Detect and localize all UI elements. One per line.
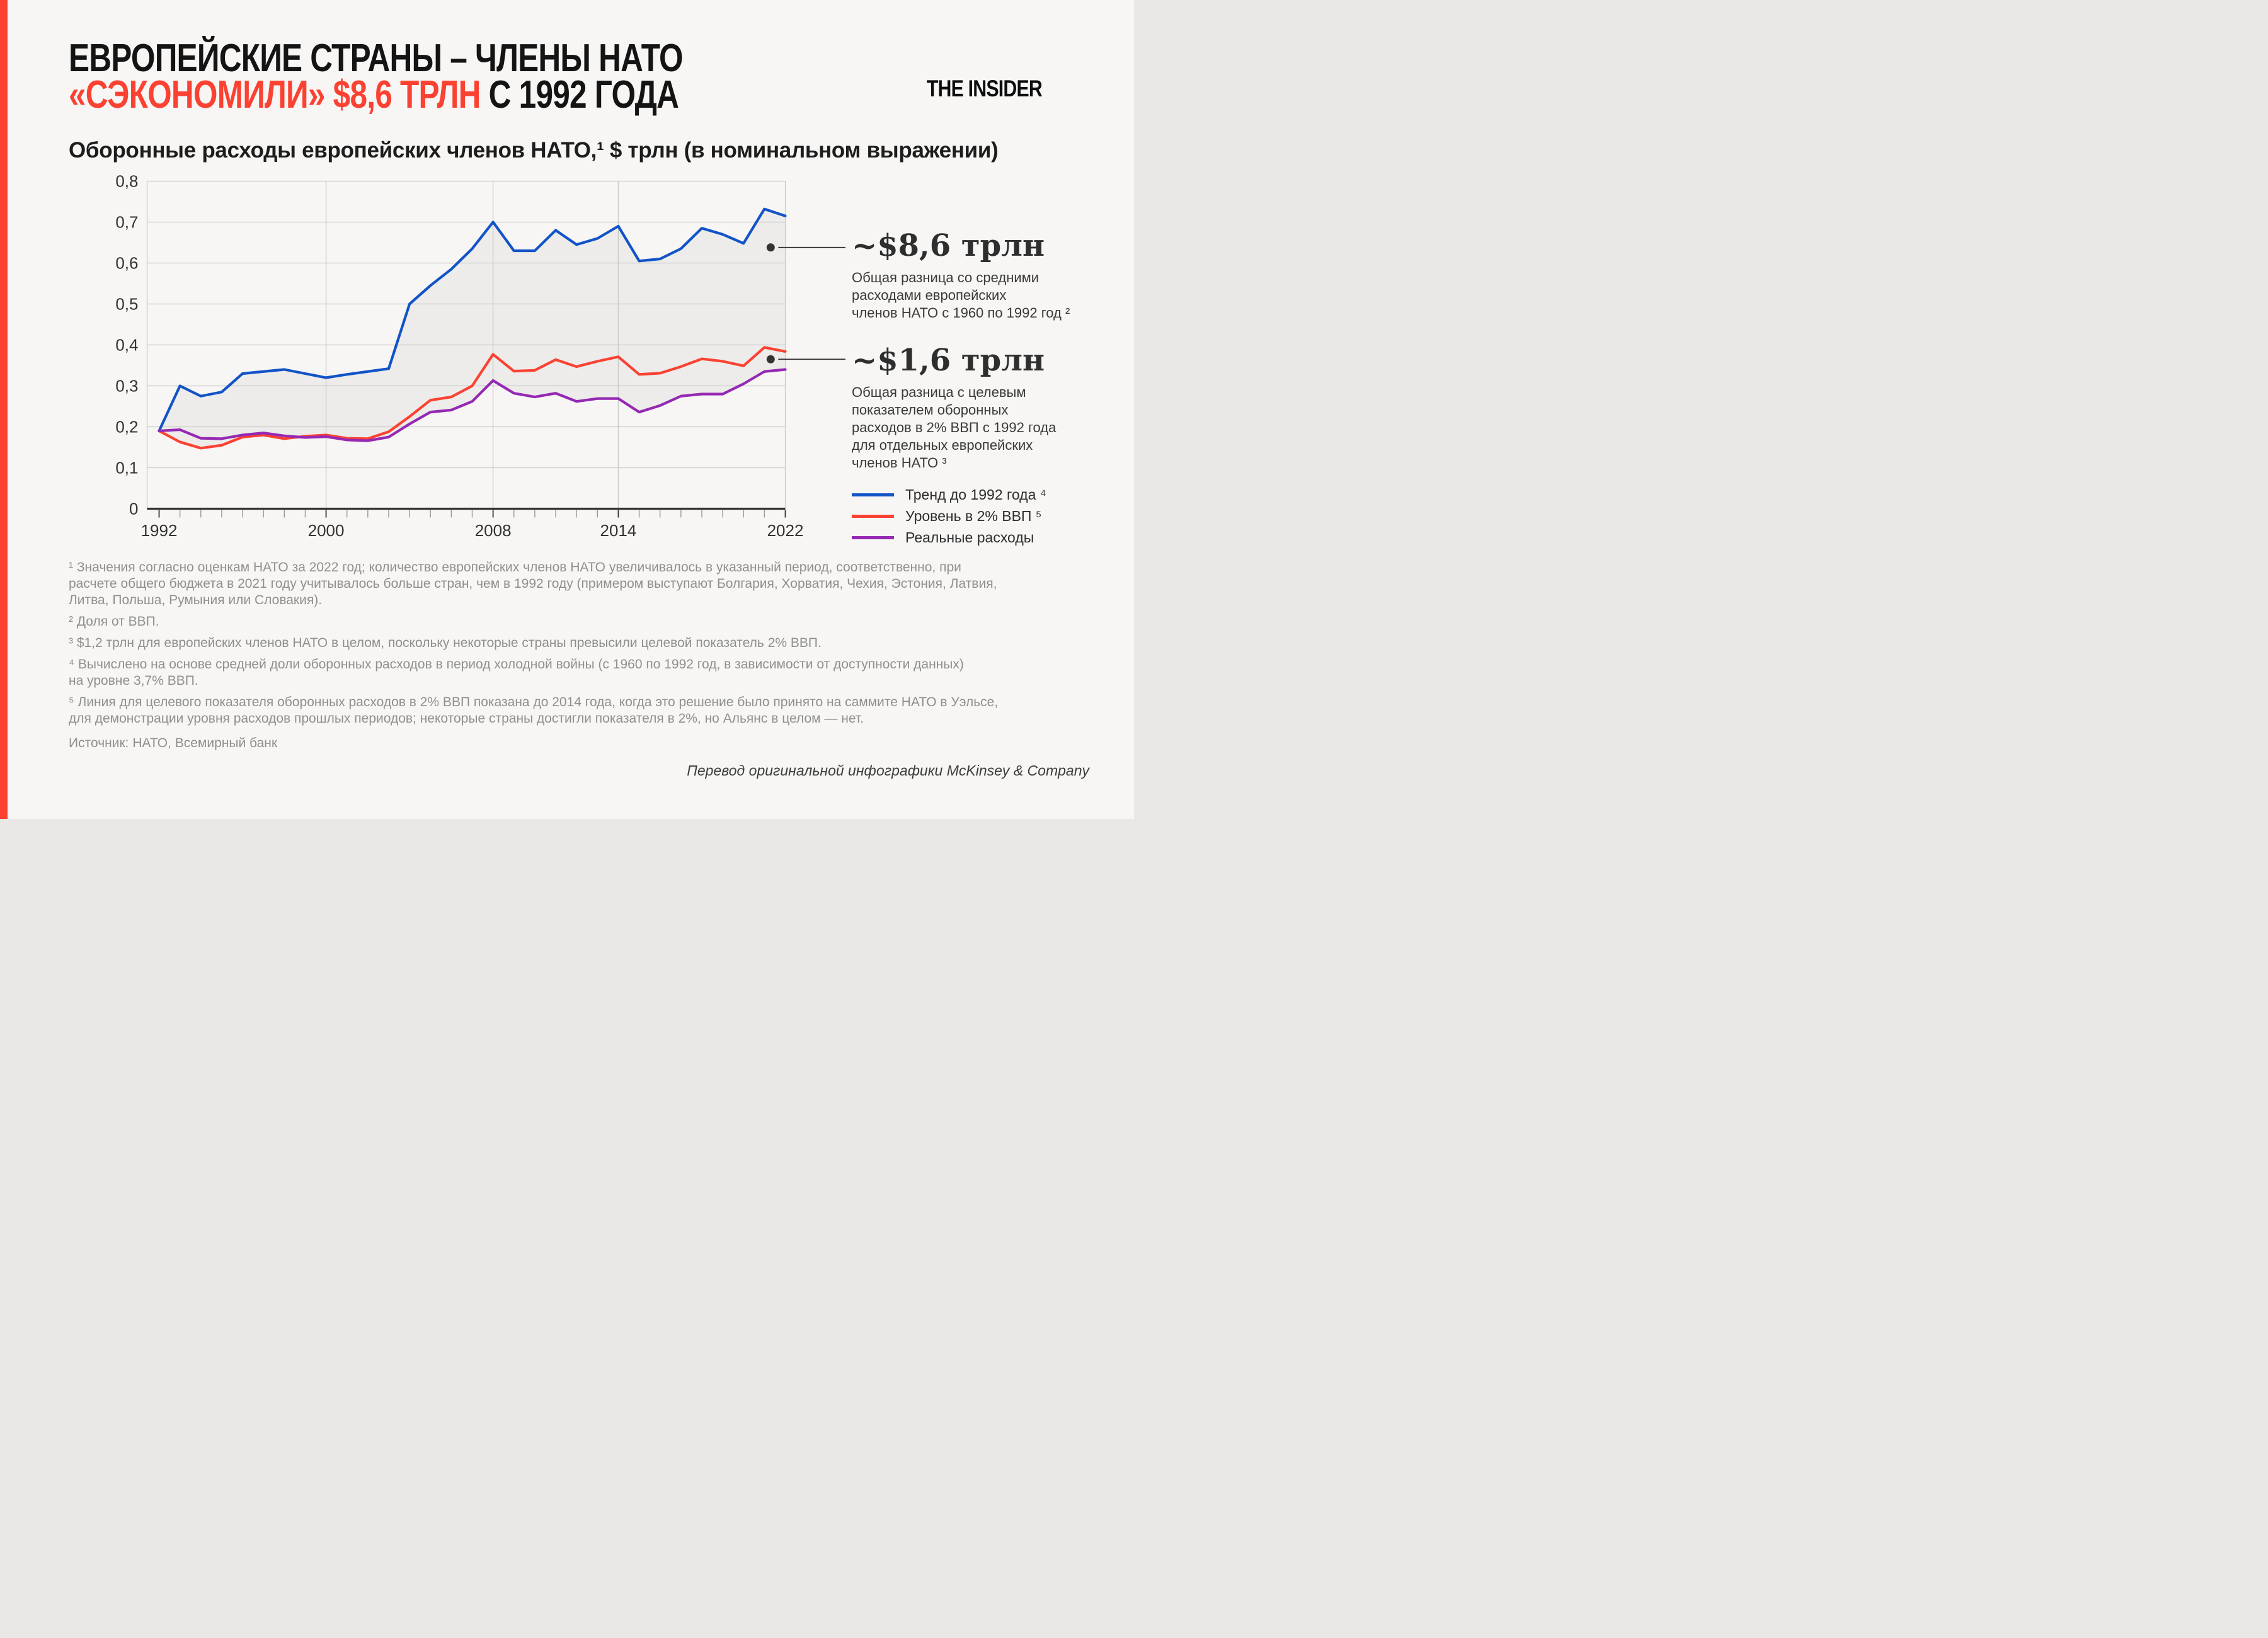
page-title-line1: ЕВРОПЕЙСКИЕ СТРАНЫ – ЧЛЕНЫ НАТО <box>69 37 684 80</box>
svg-text:0,6: 0,6 <box>115 254 138 273</box>
callout-8-6-value: ~$8,6 трлн <box>852 228 1045 263</box>
svg-text:2014: 2014 <box>600 521 637 540</box>
callout-1-6-trln: ~$1,6 трлн Общая разница с целевым показ… <box>852 343 1091 472</box>
legend-item-2pct: Уровень в 2% ВВП ⁵ <box>852 505 1104 527</box>
footnote-5: ⁵ Линия для целевого показателя оборонны… <box>69 695 999 726</box>
svg-text:0,7: 0,7 <box>115 213 138 232</box>
svg-text:1992: 1992 <box>141 521 178 540</box>
page-title-line2: «СЭКОНОМИЛИ» $8,6 ТРЛН С 1992 ГОДА <box>69 76 683 115</box>
callout-1-6-value: ~$1,6 трлн <box>852 343 1045 378</box>
line-chart-canvas: 0 0,1 0,2 0,3 0,4 0,5 0,6 0,7 0,8 1992 2000 2008 201… <box>115 172 845 540</box>
legend-label-trend: Тренд до 1992 года ⁴ <box>905 486 1046 503</box>
legend-label-2pct: Уровень в 2% ВВП ⁵ <box>905 507 1042 524</box>
gdp-2pct-line-swatch <box>852 514 894 518</box>
callout-8-6-text: Общая разница со средними расходами евро… <box>852 270 1070 321</box>
legend-item-real: Реальные расходы <box>852 527 1104 548</box>
footnote-4: ⁴ Вычислено на основе средней доли оборо… <box>69 657 964 688</box>
svg-text:0: 0 <box>129 500 138 518</box>
source-line: Источник: НАТО, Всемирный банк <box>69 736 278 750</box>
page-title-line2-rest: С 1992 ГОДА <box>480 73 679 117</box>
chart-legend: Тренд до 1992 года ⁴ Уровень в 2% ВВП ⁵ … <box>852 484 1104 548</box>
chart-subtitle: Оборонные расходы европейских членов НАТ… <box>69 138 999 163</box>
page-title-highlight: «СЭКОНОМИЛИ» $8,6 ТРЛН <box>69 73 481 117</box>
left-accent-bar <box>0 0 8 819</box>
svg-text:2008: 2008 <box>475 521 512 540</box>
svg-text:0,8: 0,8 <box>115 172 138 191</box>
callout-1-6-text: Общая разница с целевым показателем обор… <box>852 384 1057 471</box>
credit-line: Перевод оригинальной инфографики McKinse… <box>687 762 1089 779</box>
footnote-2: ² Доля от ВВП. <box>69 614 159 629</box>
footnote-1: ¹ Значения согласно оценкам НАТО за 2022… <box>69 560 997 607</box>
svg-text:0,2: 0,2 <box>115 418 138 437</box>
real-spending-line-swatch <box>852 536 894 539</box>
svg-text:2000: 2000 <box>308 521 345 540</box>
svg-text:0,3: 0,3 <box>115 377 138 396</box>
infographic-page: ЕВРОПЕЙСКИЕ СТРАНЫ – ЧЛЕНЫ НАТО «СЭКОНОМ… <box>0 0 1134 819</box>
footnote-3: ³ $1,2 трлн для европейских членов НАТО … <box>69 636 822 650</box>
page-title: ЕВРОПЕЙСКИЕ СТРАНЫ – ЧЛЕНЫ НАТО «СЭКОНОМ… <box>69 37 684 115</box>
svg-text:0,1: 0,1 <box>115 459 138 478</box>
the-insider-logo: THE INSIDER <box>926 76 1043 101</box>
footnotes-block: ¹ Значения согласно оценкам НАТО за 2022… <box>69 559 1092 732</box>
trend-line-swatch <box>852 493 894 496</box>
callout-8-6-trln: ~$8,6 трлн Общая разница со средними рас… <box>852 229 1091 322</box>
svg-text:0,4: 0,4 <box>115 336 138 355</box>
defense-spending-chart: 0 0,1 0,2 0,3 0,4 0,5 0,6 0,7 0,8 1992 2000 2008 201… <box>50 167 895 558</box>
legend-item-trend: Тренд до 1992 года ⁴ <box>852 484 1104 505</box>
svg-text:0,5: 0,5 <box>115 295 138 314</box>
legend-label-real: Реальные расходы <box>905 529 1034 546</box>
svg-text:2022: 2022 <box>767 521 804 540</box>
